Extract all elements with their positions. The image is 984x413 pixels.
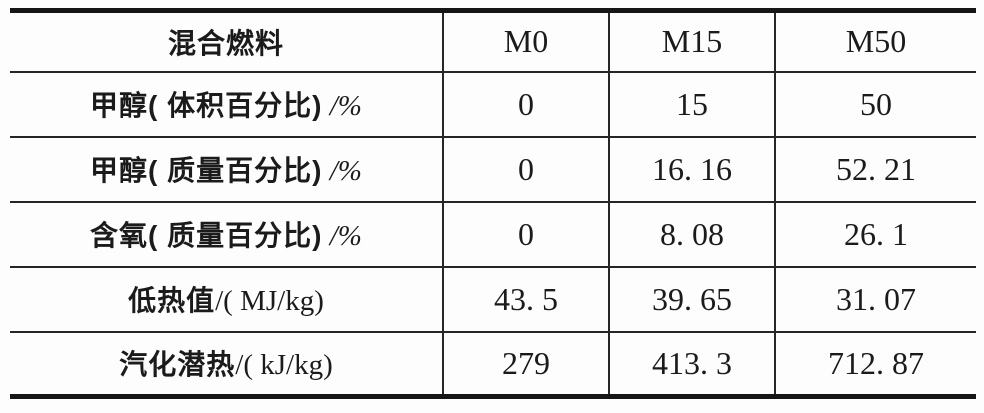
- row-label-text: 甲醇( 体积百分比): [90, 90, 323, 121]
- row-label-text: 低热值: [128, 285, 216, 316]
- value-text: 279: [502, 344, 550, 381]
- value-text: 43. 5: [494, 280, 558, 317]
- table-row-header: 混合燃料: [167, 27, 284, 59]
- row-label-text: 甲醇( 质量百分比): [90, 155, 323, 186]
- value-text: 52. 21: [836, 150, 916, 187]
- header-row: 混合燃料 M0 M15 M50: [10, 10, 976, 73]
- value-cell: 31. 07: [775, 266, 976, 333]
- value-text: 413. 3: [652, 344, 732, 381]
- row-label-unit: /%: [322, 220, 362, 252]
- row-label-unit: /%: [322, 90, 362, 122]
- value-cell: 16. 16: [609, 136, 776, 203]
- value-cell: 712. 87: [775, 332, 976, 397]
- row-label-cell: 汽化潜热/( kJ/kg): [10, 331, 444, 397]
- value-cell: 15: [609, 71, 776, 138]
- col-header-m50-text: M50: [845, 23, 907, 60]
- table-row-latent-heat: 汽化潜热/( kJ/kg) 279 413. 3 712. 87: [10, 331, 976, 397]
- table-row-methanol-mass: 甲醇( 质量百分比) /% 0 16. 16 52. 21: [10, 136, 976, 203]
- value-text: 31. 07: [836, 280, 916, 317]
- value-cell: 8. 08: [609, 201, 776, 268]
- col-header-m15: M15: [609, 10, 776, 73]
- value-text: 50: [860, 85, 892, 122]
- value-cell: 43. 5: [443, 266, 610, 333]
- table-row-methanol-volume: 甲醇( 体积百分比) /% 0 15 50: [10, 71, 976, 138]
- value-cell: 52. 21: [775, 136, 976, 203]
- value-cell: 0: [443, 71, 610, 138]
- value-text: 0: [518, 215, 534, 252]
- row-label-cell: 含氧( 质量百分比) /%: [10, 201, 444, 268]
- value-cell: 39. 65: [609, 266, 776, 333]
- row-label-text: 含氧( 质量百分比): [90, 220, 323, 251]
- row-label-unit: /%: [322, 155, 362, 187]
- value-cell: 279: [443, 331, 610, 397]
- value-text: 39. 65: [652, 280, 732, 317]
- value-cell: 0: [443, 136, 610, 203]
- value-cell: 413. 3: [609, 331, 776, 397]
- value-text: 15: [676, 85, 708, 122]
- row-label-cell: 甲醇( 体积百分比) /%: [10, 71, 444, 138]
- value-cell: 0: [443, 201, 610, 268]
- value-cell: 50: [775, 71, 976, 138]
- row-label-cell: 甲醇( 质量百分比) /%: [10, 136, 444, 203]
- row-label-unit: /( kJ/kg): [235, 349, 333, 382]
- col-header-m50: M50: [775, 10, 976, 73]
- col-header-m15-text: M15: [661, 23, 723, 60]
- value-cell: 26. 1: [775, 201, 976, 268]
- value-text: 712. 87: [828, 344, 924, 381]
- row-label-cell: 低热值/( MJ/kg): [10, 266, 444, 333]
- fuel-properties-table: 混合燃料 M0 M15 M50 甲醇( 体积百分比) /% 0 15 50 甲醇…: [10, 8, 976, 399]
- value-text: 8. 08: [660, 215, 724, 252]
- row-label-unit: /( MJ/kg): [215, 285, 324, 317]
- value-text: 16. 16: [652, 150, 732, 187]
- row-label-text: 汽化潜热: [119, 349, 236, 381]
- table-row-oxygen-mass: 含氧( 质量百分比) /% 0 8. 08 26. 1: [10, 201, 976, 268]
- header-label-cell: 混合燃料: [10, 10, 444, 73]
- value-text: 26. 1: [844, 215, 908, 252]
- col-header-m0-text: M0: [503, 23, 549, 60]
- value-text: 0: [518, 85, 534, 122]
- table-row-lower-heating-value: 低热值/( MJ/kg) 43. 5 39. 65 31. 07: [10, 266, 976, 333]
- value-text: 0: [518, 150, 534, 187]
- col-header-m0: M0: [443, 10, 610, 73]
